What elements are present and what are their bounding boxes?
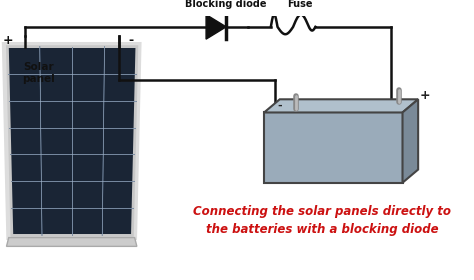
Polygon shape [8,46,137,235]
Text: Blocking diode: Blocking diode [185,0,267,9]
Text: Solar
panel: Solar panel [22,62,55,84]
Text: -: - [277,101,282,111]
Text: +: + [3,34,14,46]
Text: +: + [419,89,430,102]
Polygon shape [206,15,226,39]
Text: -: - [128,34,133,46]
Polygon shape [264,99,418,113]
Text: Connecting the solar panels directly to
the batteries with a blocking diode: Connecting the solar panels directly to … [193,204,451,235]
Polygon shape [264,113,402,183]
Polygon shape [7,238,137,246]
Polygon shape [402,99,418,183]
Text: Fuse: Fuse [287,0,312,9]
